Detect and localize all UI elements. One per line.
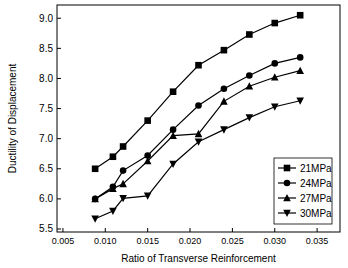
legend-label: 24MPa [300,178,332,189]
data-point [119,195,127,202]
x-axis-label: Ratio of Transverse Reinforcement [121,253,276,264]
y-tick [57,228,61,229]
y-axis-label: Ductility of Displacement [7,64,18,174]
legend [274,158,332,224]
y-tick-label: 8.0 [39,73,53,84]
data-point [271,20,278,27]
data-point [109,208,117,215]
x-tick-label: 0.010 [94,236,117,246]
data-point [169,161,177,168]
data-point [92,196,99,203]
data-point [246,31,253,38]
y-tick-label: 9.0 [39,13,53,24]
plot-area [91,12,304,223]
x-tick-label: 0.025 [221,236,244,246]
x-tick [147,228,148,232]
data-point [120,167,127,174]
data-point [246,114,254,121]
chart: 0.005 0.010 0.015 0.020 0.025 0.030 0.035 5.5 6.… [0,0,348,268]
data-point [195,62,202,69]
y-tick [57,198,61,199]
data-point [297,12,304,19]
x-tick-label: 0.020 [179,236,202,246]
data-point [296,67,304,74]
data-point [195,138,203,145]
series-line [95,71,300,199]
data-point [271,60,278,67]
legend-label: 21MPa [300,163,332,174]
y-tick [57,18,61,19]
data-point [220,126,228,133]
series-line [95,101,300,219]
y-tick [57,78,61,79]
data-point [169,132,177,139]
data-point [246,72,253,79]
y-tick-label: 8.5 [39,43,53,54]
y-tick-label: 7.0 [39,133,53,144]
y-tick [57,108,61,109]
data-point [109,185,117,192]
x-tick-label: 0.015 [136,236,159,246]
data-point [91,195,99,202]
legend-marker [284,180,291,187]
data-point [119,180,127,187]
data-point [120,143,127,150]
legend-marker [283,194,291,201]
data-point [144,157,152,164]
data-point [91,215,99,222]
legend-label: 30MPa [300,208,332,219]
data-point [92,165,99,172]
data-point [144,117,151,124]
y-tick-label: 6.0 [39,193,53,204]
data-point [271,73,279,80]
x-tick [232,228,233,232]
data-point [220,97,228,104]
y-tick-label: 5.5 [39,223,53,234]
series-line [95,57,300,198]
data-point [144,193,152,200]
x-tick-label: 0.035 [306,236,329,246]
data-point [170,88,177,95]
x-tick-label: 0.030 [263,236,286,246]
y-tick [57,138,61,139]
x-tick [190,228,191,232]
plot-frame [57,5,340,232]
legend-marker [283,210,291,217]
x-tick-label: 0.005 [52,236,75,246]
data-point [246,82,254,89]
data-point [221,47,228,54]
x-tick [105,228,106,232]
data-point [110,153,117,160]
data-point [195,130,203,137]
series-line [95,15,300,169]
data-point [195,102,202,109]
x-tick [62,228,63,232]
legend-marker [284,165,291,172]
y-tick [57,168,61,169]
data-point [297,54,304,61]
data-point [221,85,228,92]
legend-label: 27MPa [300,193,332,204]
y-tick-label: 7.5 [39,103,53,114]
data-point [296,97,304,104]
x-tick [317,228,318,232]
data-point [271,103,279,110]
x-tick [274,228,275,232]
y-tick-label: 6.5 [39,163,53,174]
y-tick [57,48,61,49]
